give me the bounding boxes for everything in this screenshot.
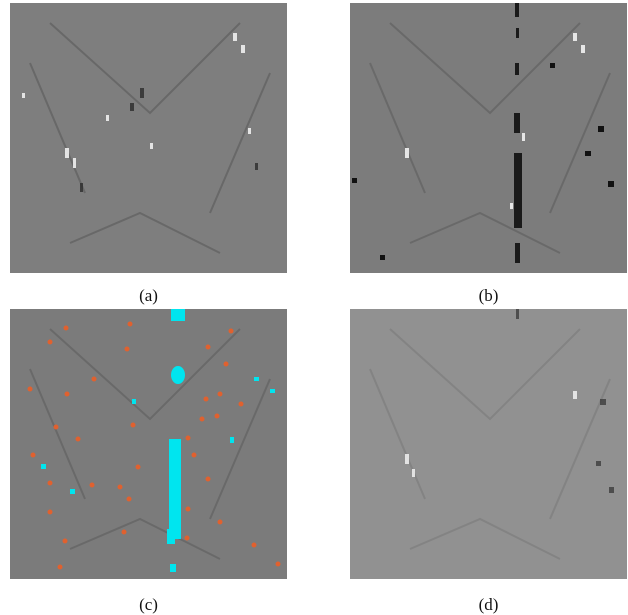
panel-d-texture	[369, 328, 611, 560]
panel-b-speckles	[405, 33, 585, 209]
panel-a-svg	[10, 3, 287, 273]
panel-c-texture	[29, 328, 271, 560]
panel-b-texture	[369, 22, 611, 254]
panel-c-orange-markers	[27, 321, 281, 570]
panel-a-texture	[29, 22, 271, 254]
panel-c-image	[10, 309, 287, 579]
panel-a-image	[10, 3, 287, 273]
panel-c-svg	[10, 309, 287, 579]
panel-a-speckles	[22, 33, 251, 168]
panel-b-image	[350, 3, 627, 273]
panel-b-caption: (b)	[478, 286, 499, 305]
panel-b-dark-dots	[352, 63, 614, 260]
panel-d-image	[350, 309, 627, 579]
panel-d-dark-speckles	[516, 309, 614, 493]
panel-c-cyan-markers	[41, 309, 275, 572]
panel-d-speckles	[405, 391, 577, 477]
panel-c-caption: (c)	[139, 595, 158, 614]
panel-b-streak	[514, 3, 522, 263]
panel-a-dark-speckles	[80, 88, 258, 192]
panel-d-svg	[350, 309, 627, 579]
panel-a-caption: (a)	[139, 286, 158, 305]
panel-d-caption: (d)	[478, 595, 499, 614]
panel-b-svg	[350, 3, 627, 273]
